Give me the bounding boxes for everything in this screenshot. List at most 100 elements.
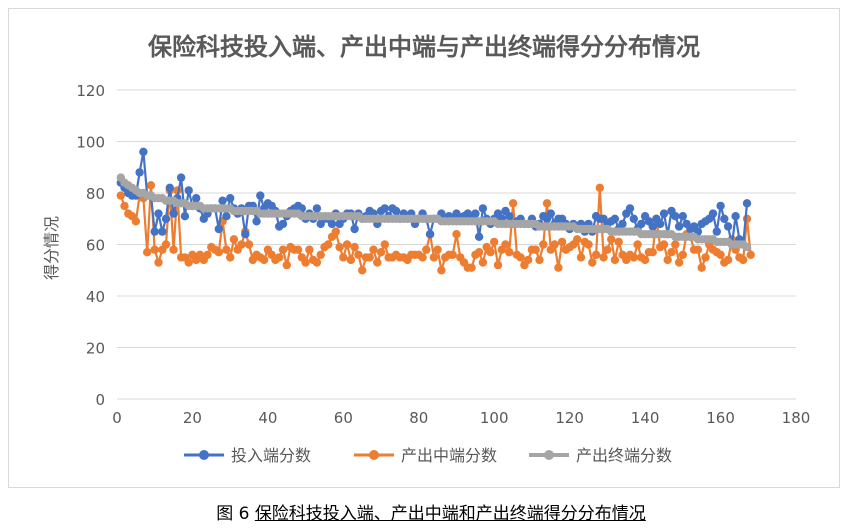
data-point <box>222 212 231 221</box>
data-point <box>116 191 126 200</box>
data-point <box>474 248 484 257</box>
data-point <box>678 250 687 259</box>
data-point <box>154 258 163 267</box>
data-point <box>350 224 359 234</box>
legend-marker <box>544 450 554 460</box>
series-3 <box>116 173 752 252</box>
data-point <box>241 230 250 239</box>
y-axis-label: 得分情况 <box>42 216 61 280</box>
figure-caption: 图 6 保险科技投入端、产出中端和产出终端得分分布情况 <box>0 499 862 524</box>
data-point <box>244 240 254 249</box>
data-point <box>342 240 352 249</box>
data-point <box>346 255 356 265</box>
data-point <box>629 214 638 223</box>
data-point <box>331 227 340 236</box>
data-point <box>542 199 552 208</box>
caption-prefix: 图 6 <box>216 504 255 524</box>
chart-title: 保险科技投入端、产出中端与产出终端得分分布情况 <box>147 33 700 61</box>
data-point <box>169 245 178 254</box>
data-point <box>452 230 461 239</box>
data-point <box>546 209 555 218</box>
axis-ticks: 0 20 40 60 80 100 120 0 20 40 60 80 100 120 140 160 180 <box>76 82 810 427</box>
data-point <box>720 214 729 223</box>
data-point <box>350 242 359 252</box>
data-point <box>614 237 623 247</box>
data-point <box>282 260 291 270</box>
data-point <box>226 253 235 262</box>
data-point <box>674 222 684 231</box>
data-point <box>365 253 374 262</box>
data-point <box>380 240 389 249</box>
data-point <box>380 204 389 213</box>
data-point <box>599 253 608 262</box>
data-point <box>278 245 288 254</box>
data-point <box>437 266 446 275</box>
x-tick-label: 180 <box>782 409 811 427</box>
data-point <box>293 245 303 254</box>
legend-item-2: 产出中端分数 <box>354 446 497 465</box>
data-point <box>422 245 431 254</box>
data-point <box>678 212 687 221</box>
data-point <box>618 219 627 229</box>
data-point <box>226 194 235 203</box>
data-point <box>376 248 386 257</box>
legend-item-3: 产出终端分数 <box>529 446 672 465</box>
data-point <box>120 201 129 211</box>
data-point <box>214 248 223 257</box>
x-tick-label: 60 <box>334 409 353 427</box>
data-point <box>591 250 601 259</box>
data-point <box>467 263 476 272</box>
y-tick-label: 20 <box>86 340 105 358</box>
data-point <box>625 204 635 213</box>
data-point <box>505 248 514 257</box>
legend: 投入端分数 产出中端分数 产出终端分数 <box>184 446 672 465</box>
data-point <box>161 214 171 223</box>
data-point <box>218 196 227 205</box>
data-point <box>165 183 174 192</box>
data-point <box>731 212 740 221</box>
chart-frame: 保险科技投入端、产出中端与产出终端得分分布情况 得分情况 0 20 40 60 80 10… <box>8 8 840 488</box>
data-point <box>716 201 725 211</box>
x-tick-label: 100 <box>480 409 509 427</box>
data-point <box>493 260 503 270</box>
data-point <box>335 242 344 252</box>
data-point <box>557 237 567 247</box>
data-point <box>659 209 669 218</box>
data-point <box>418 253 427 262</box>
data-point <box>539 240 548 249</box>
data-point <box>603 245 612 254</box>
data-point <box>150 227 159 236</box>
data-point <box>301 258 310 267</box>
data-point <box>358 266 367 275</box>
x-tick-label: 40 <box>258 409 277 427</box>
y-tick-label: 80 <box>86 185 105 203</box>
data-point <box>640 255 650 265</box>
data-point <box>637 219 646 229</box>
data-point <box>610 214 620 223</box>
data-point <box>633 240 642 249</box>
data-point <box>214 224 223 234</box>
data-point <box>648 248 657 257</box>
data-point <box>478 204 488 213</box>
data-point <box>671 240 680 249</box>
x-tick-label: 120 <box>555 409 584 427</box>
data-point <box>448 250 457 259</box>
x-tick-label: 80 <box>409 409 428 427</box>
data-point <box>708 209 718 218</box>
y-tick-label: 0 <box>95 391 105 409</box>
data-point <box>524 255 533 265</box>
legend-marker <box>199 450 209 460</box>
data-point <box>339 253 348 262</box>
data-point <box>146 181 156 190</box>
data-point <box>716 250 725 259</box>
data-point <box>742 242 752 252</box>
data-point <box>576 253 586 262</box>
data-point <box>154 209 163 218</box>
data-point <box>516 253 525 262</box>
data-point <box>135 168 144 177</box>
data-point <box>723 255 733 265</box>
data-point <box>674 258 684 267</box>
data-point <box>316 250 325 259</box>
data-point <box>667 248 676 257</box>
data-point <box>184 258 193 267</box>
